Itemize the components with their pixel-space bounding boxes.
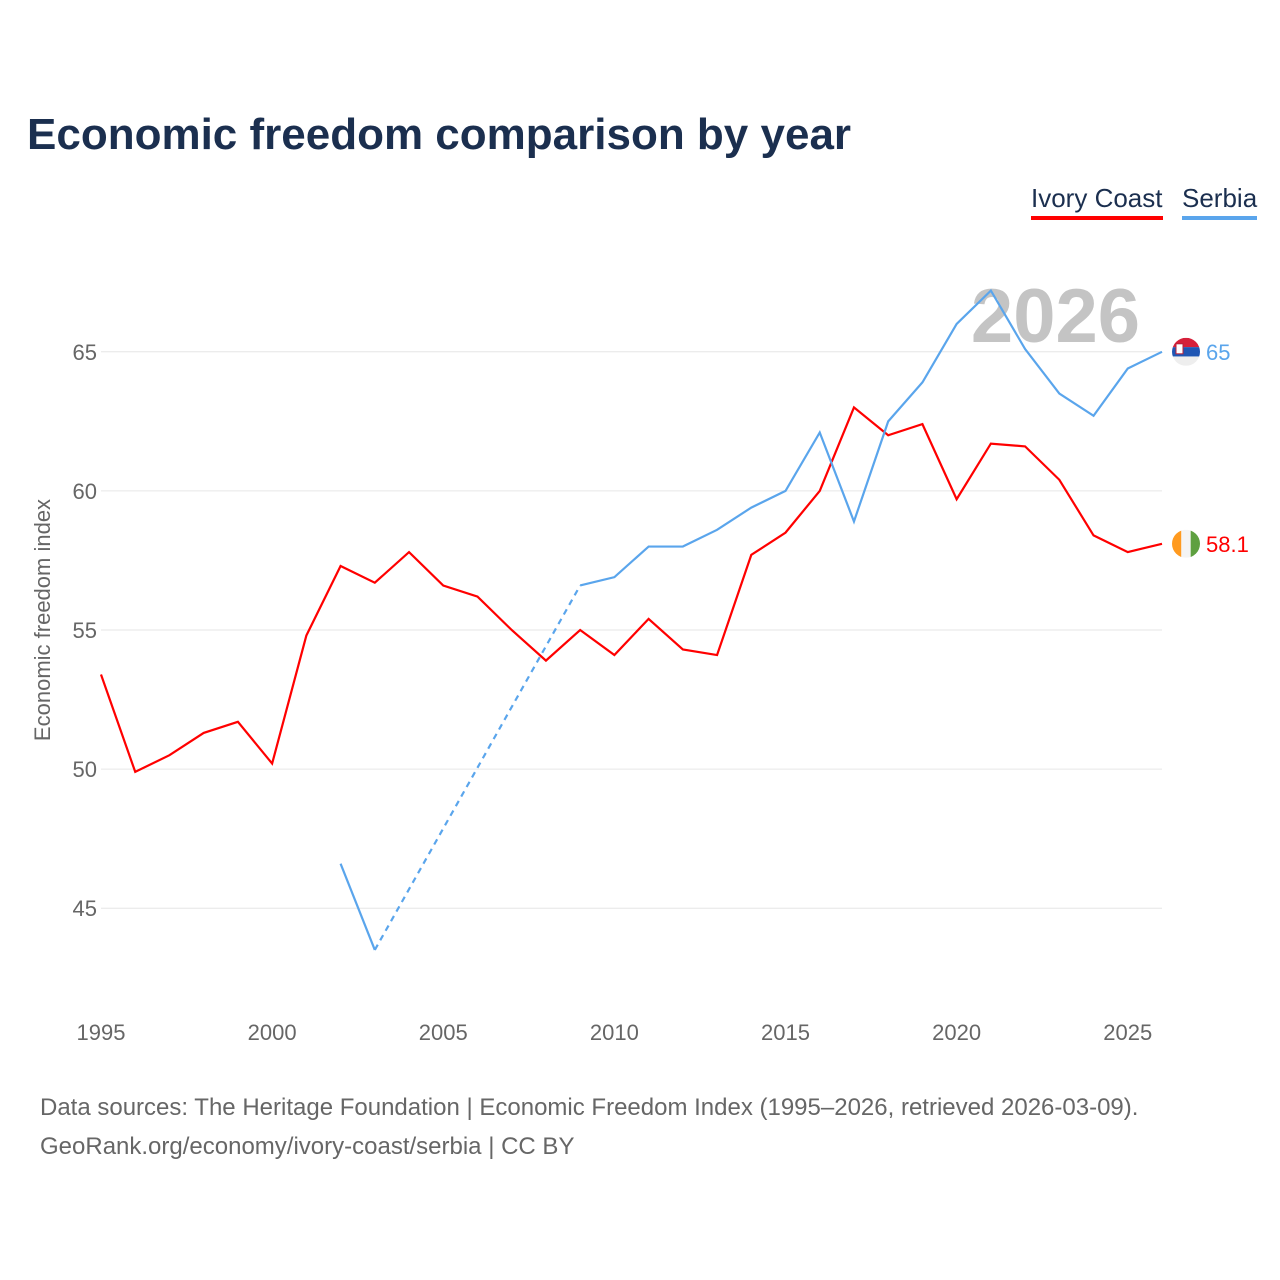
- y-tick-label: 60: [73, 479, 97, 504]
- end-value-label: 65: [1206, 340, 1230, 365]
- line-chart: 2026 45 50 55 60 65 1995 2000 2005 2010 2015 2020 20…: [30, 274, 1249, 1045]
- x-tick-label: 1995: [77, 1020, 126, 1045]
- series-line-serbia: [579, 288, 1163, 587]
- legend-ivory-coast[interactable]: Ivory Coast: [1031, 183, 1163, 220]
- x-tick-label: 2010: [590, 1020, 639, 1045]
- x-tick-label: 2015: [761, 1020, 810, 1045]
- x-tick-label: 2025: [1103, 1020, 1152, 1045]
- x-tick-label: 2000: [248, 1020, 297, 1045]
- y-axis-label: Economic freedom index: [30, 499, 55, 741]
- legend-serbia[interactable]: Serbia: [1182, 183, 1258, 220]
- year-watermark: 2026: [971, 274, 1140, 359]
- y-tick-label: 45: [73, 896, 97, 921]
- ivory-coast-flag-icon: [1172, 529, 1200, 558]
- series-line-ivory-coast: [99, 405, 1163, 774]
- source-link[interactable]: GeoRank.org/economy/ivory-coast/serbia |…: [40, 1133, 575, 1160]
- y-tick-label: 65: [73, 340, 97, 365]
- y-tick-label: 55: [73, 618, 97, 643]
- y-tick-label: 50: [73, 757, 97, 782]
- footer: Data sources: The Heritage Foundation | …: [40, 1088, 1138, 1166]
- serbia-flag-icon: [1172, 337, 1200, 366]
- x-tick-label: 2005: [419, 1020, 468, 1045]
- series-line-serbia: [339, 863, 376, 951]
- end-value-label: 58.1: [1206, 532, 1249, 557]
- data-source-text: Data sources: The Heritage Foundation | …: [40, 1094, 1139, 1121]
- chart-title: Economic freedom comparison by year: [27, 110, 852, 159]
- x-tick-label: 2020: [932, 1020, 981, 1045]
- series-gap-line: [373, 584, 582, 951]
